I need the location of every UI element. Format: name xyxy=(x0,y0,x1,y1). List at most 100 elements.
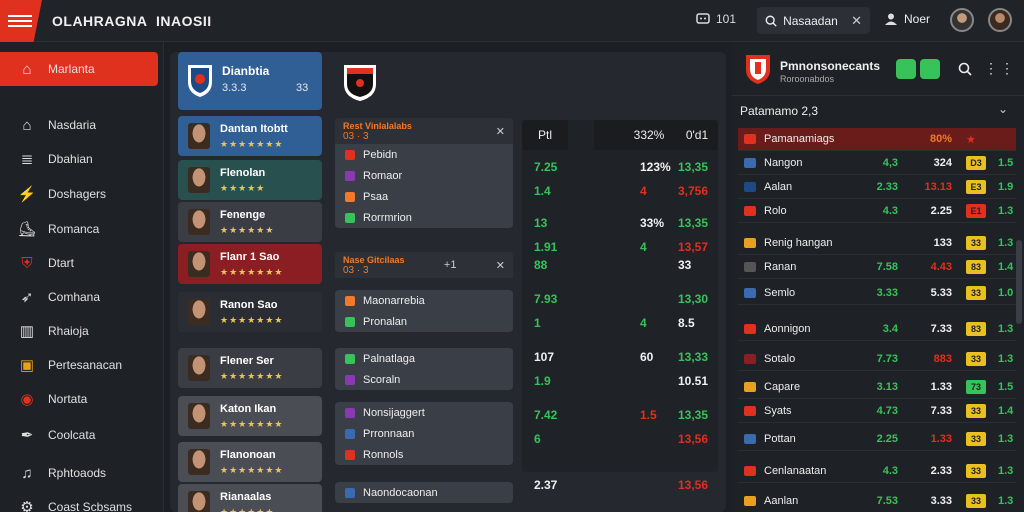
odds-value[interactable]: 107 xyxy=(534,350,555,364)
odds-value[interactable]: 60 xyxy=(640,350,654,364)
sidebar-item[interactable]: ◉ Nortata xyxy=(0,382,160,416)
standings-row[interactable]: Capare 3.13 1.33 73 1.5 xyxy=(738,376,1016,399)
odds-value[interactable]: 13,56 xyxy=(678,432,709,446)
odds-value[interactable]: 7.25 xyxy=(534,160,558,174)
match-row[interactable]: Romaor xyxy=(335,165,513,186)
match-row[interactable]: Naondocaonan xyxy=(335,482,513,503)
player-card[interactable]: Flanr 1 Sao ★★★★★★★ xyxy=(178,244,322,284)
match-row[interactable]: Maonarrebia xyxy=(335,290,513,311)
refresh-button[interactable] xyxy=(896,59,916,79)
avatar[interactable] xyxy=(988,8,1012,32)
odds-value[interactable]: 13 xyxy=(534,216,548,230)
standings-row[interactable]: Aalan 2.33 13.13 E3 1.9 xyxy=(738,176,1016,199)
sidebar-item[interactable]: ⚡ Doshagers xyxy=(0,177,160,211)
sidebar-item[interactable]: ⛨ Dtart xyxy=(0,246,160,280)
odds-value[interactable]: 123% xyxy=(640,160,671,174)
odds-value[interactable]: 13,57 xyxy=(678,240,709,254)
match-row[interactable]: Rorrmrion xyxy=(335,207,513,228)
player-card[interactable]: Fenenge ★★★★★★ xyxy=(178,202,322,242)
player-card[interactable]: Ranon Sao ★★★★★★★ xyxy=(178,292,322,332)
standings-row[interactable]: Cenlanaatan 4.3 2.33 33 1.3 xyxy=(738,460,1016,483)
odds-value[interactable]: 2.37 xyxy=(534,478,558,492)
sidebar-item[interactable]: ▣ Pertesanacan xyxy=(0,348,160,382)
close-icon[interactable]: ✕ xyxy=(495,125,505,138)
sidebar-item[interactable]: ≣ Dbahian xyxy=(0,142,160,176)
standings-row[interactable]: Semlo 3.33 5.33 33 1.0 xyxy=(738,282,1016,305)
odds-value[interactable]: 1.91 xyxy=(534,240,558,254)
sidebar-item[interactable]: ⚙ Coast Scbsams xyxy=(0,490,160,512)
odds-value[interactable]: 13,35 xyxy=(678,408,709,422)
standings-row[interactable]: Pamanamiags 80% ★ xyxy=(738,128,1016,151)
match-row[interactable]: Ronnols xyxy=(335,444,513,465)
match-card[interactable]: Maonarrebia Pronalan xyxy=(335,290,513,332)
odds-value[interactable]: 7.93 xyxy=(534,292,558,306)
odds-value[interactable]: 13,30 xyxy=(678,292,709,306)
standings-row[interactable]: Ranan 7.58 4.43 83 1.4 xyxy=(738,256,1016,279)
odds-value[interactable]: 10.51 xyxy=(678,374,709,388)
chevron-down-icon[interactable]: ⌄ xyxy=(998,102,1009,116)
scrollbar[interactable] xyxy=(1016,240,1022,324)
player-card[interactable]: Dantan Itobtt ★★★★★★★ xyxy=(178,116,322,156)
match-card[interactable]: Rest Vinlalalabs 03 · 3 ✕ Pebidn Romaor Psaa R… xyxy=(335,118,513,228)
filter-button[interactable] xyxy=(920,59,940,79)
sidebar-item[interactable]: ➶ Comhana xyxy=(0,280,160,314)
odds-value[interactable]: 13,35 xyxy=(678,160,709,174)
sidebar-item[interactable]: ▥ Rhaioja xyxy=(0,314,160,348)
standings-row[interactable]: Syats 4.73 7.33 33 1.4 xyxy=(738,400,1016,423)
odds-value[interactable]: 3,756 xyxy=(678,184,709,198)
sidebar-item[interactable]: ⌂ Marlanta xyxy=(0,52,158,86)
odds-value[interactable]: 33 xyxy=(678,258,692,272)
search-input[interactable] xyxy=(783,13,846,28)
odds-value[interactable]: 33% xyxy=(640,216,665,230)
player-card[interactable]: Flener Ser ★★★★★★★ xyxy=(178,348,322,388)
sidebar-item[interactable]: ♫ Rphtoaods xyxy=(0,456,160,490)
standings-row[interactable]: Rolo 4.3 2.25 E1 1.3 xyxy=(738,200,1016,223)
match-card[interactable]: Nonsijaggert Prronnaan Ronnols xyxy=(335,402,513,465)
standings-row[interactable]: Aonnigon 3.4 7.33 83 1.3 xyxy=(738,318,1016,341)
standings-row[interactable]: Pottan 2.25 1.33 33 1.3 xyxy=(738,428,1016,451)
match-card[interactable]: Palnatlaga Scoraln xyxy=(335,348,513,390)
standings-row[interactable]: Nangon 4,3 324 D3 1.5 xyxy=(738,152,1016,175)
match-row[interactable]: Pronalan xyxy=(335,311,513,332)
more-icon-2[interactable]: ⋮ xyxy=(1000,60,1014,76)
odds-value[interactable]: 13,33 xyxy=(678,350,709,364)
player-card[interactable]: Katon Ikan ★★★★★★★ xyxy=(178,396,322,436)
match-row[interactable]: Pebidn xyxy=(335,144,513,165)
player-card[interactable]: Rianaalas ★★★★★★ xyxy=(178,484,322,512)
odds-value[interactable]: 1.4 xyxy=(534,184,551,198)
odds-value[interactable]: 4 xyxy=(640,184,647,198)
odds-value[interactable]: 1.9 xyxy=(534,374,551,388)
match-row[interactable]: Nonsijaggert xyxy=(335,402,513,423)
messages-counter[interactable]: 101 xyxy=(696,12,736,26)
standings-row[interactable]: Aanlan 7.53 3.33 33 1.3 xyxy=(738,490,1016,512)
odds-value[interactable]: 1 xyxy=(534,316,541,330)
search-icon[interactable] xyxy=(958,62,972,76)
match-row[interactable]: Prronnaan xyxy=(335,423,513,444)
sidebar-item[interactable]: ⛸ Romanca xyxy=(0,212,160,246)
odds-value[interactable]: 1.5 xyxy=(640,408,657,422)
odds-value[interactable]: 13,56 xyxy=(678,478,709,492)
match-row[interactable]: Palnatlaga xyxy=(335,348,513,369)
odds-value[interactable]: 4 xyxy=(640,316,647,330)
match-card[interactable]: Naondocaonan xyxy=(335,482,513,503)
sidebar-item[interactable]: ⌂ Nasdaria xyxy=(0,108,160,142)
odds-value[interactable]: 6 xyxy=(534,432,541,446)
search-box[interactable]: ✕ xyxy=(757,7,870,34)
odds-value[interactable]: 13,35 xyxy=(678,216,709,230)
player-card[interactable]: Flenolan ★★★★★ xyxy=(178,160,322,200)
odds-value[interactable]: 7.42 xyxy=(534,408,558,422)
sidebar-item[interactable]: ✒ Coolcata xyxy=(0,418,160,452)
standings-row[interactable]: Renig hangan 133 33 1.3 xyxy=(738,232,1016,255)
user-menu[interactable]: Noer xyxy=(884,12,930,26)
close-icon[interactable]: ✕ xyxy=(495,259,505,272)
more-icon[interactable]: ⋮ xyxy=(984,60,998,76)
app-logo[interactable] xyxy=(0,0,42,42)
odds-value[interactable]: 88 xyxy=(534,258,548,272)
odds-value[interactable]: 4 xyxy=(640,240,647,254)
match-card[interactable]: Nase Gitcilaas 03 · 3 +1 ✕ xyxy=(335,252,513,278)
odds-value[interactable]: 8.5 xyxy=(678,316,695,330)
match-row[interactable]: Psaa xyxy=(335,186,513,207)
team-header[interactable]: Dianbtia 3.3.3 33 xyxy=(178,52,322,110)
match-row[interactable]: Scoraln xyxy=(335,369,513,390)
close-icon[interactable]: ✕ xyxy=(851,12,862,28)
